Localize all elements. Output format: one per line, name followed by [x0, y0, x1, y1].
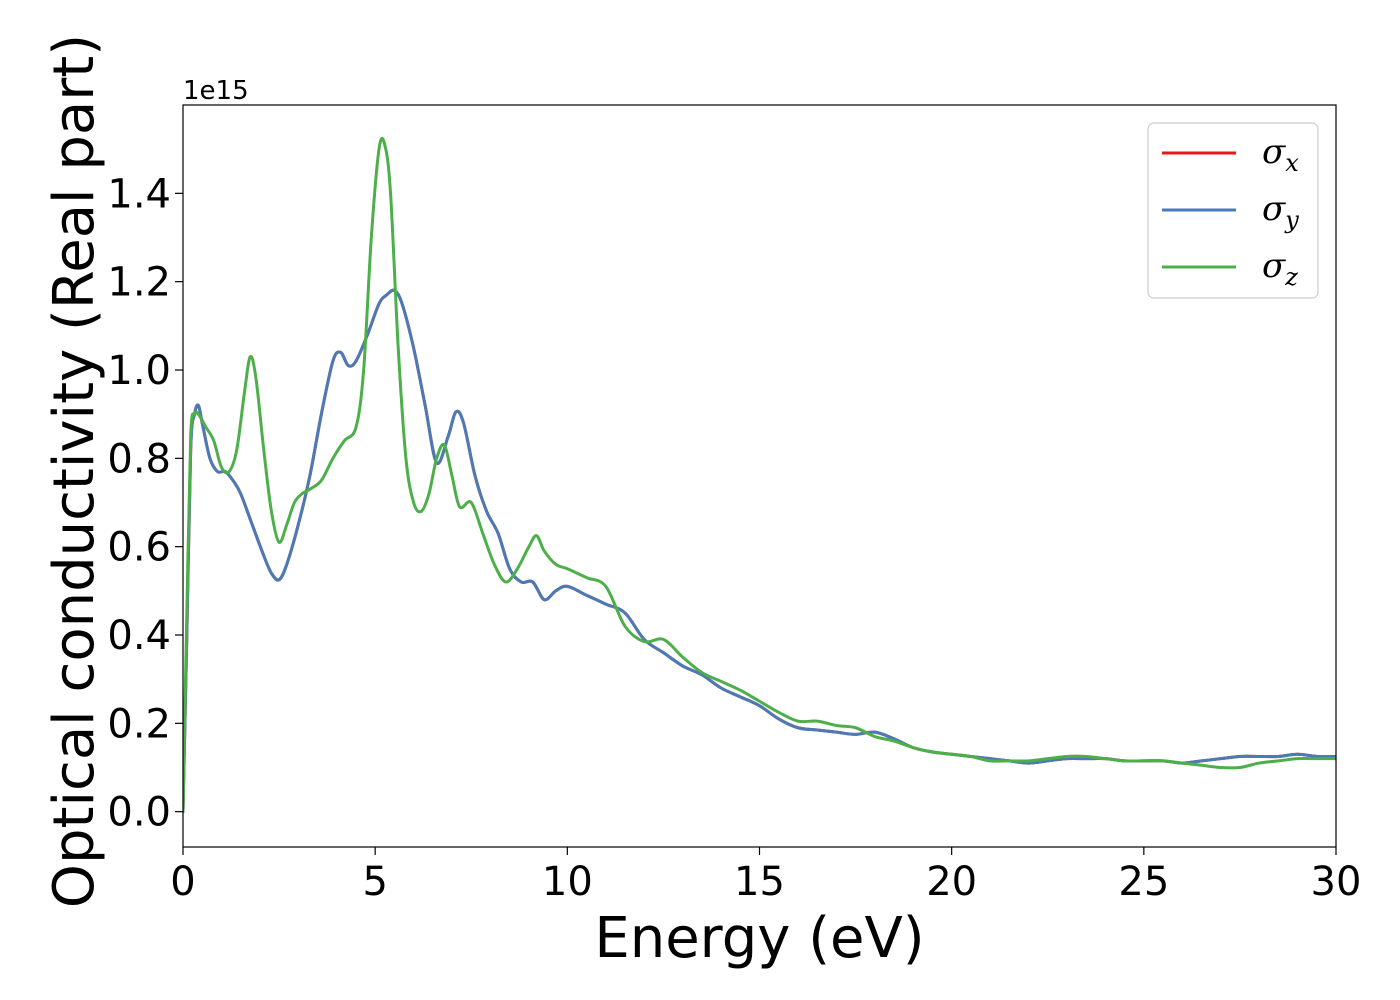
y-tick-label: 1.2	[107, 260, 171, 306]
y-tick-label: 0.8	[107, 436, 171, 482]
legend-label-y: σy	[1262, 189, 1299, 234]
y-offset-label: 1e15	[183, 76, 249, 106]
y-tick-label: 0.6	[107, 525, 171, 571]
x-axis-ticks: 0 5 10 15 20 25 30	[170, 847, 1361, 905]
y-tick-label: 0.2	[107, 701, 171, 747]
series-group	[183, 136, 1336, 814]
x-tick-label: 10	[542, 859, 593, 905]
x-tick-label: 5	[362, 859, 387, 905]
legend-label-z: σz	[1262, 246, 1298, 291]
plot-area	[182, 104, 1337, 848]
y-tick-label: 1.0	[107, 348, 171, 394]
legend: σx σy σz	[1147, 122, 1319, 299]
series-line-y	[183, 288, 1336, 814]
y-axis-title: Optical conductivity (Real part)	[42, 34, 107, 908]
x-tick-label: 0	[170, 859, 195, 905]
x-axis-title: Energy (eV)	[594, 906, 924, 971]
x-tick-label: 15	[734, 859, 785, 905]
y-tick-label: 0.4	[107, 613, 171, 659]
y-tick-label: 1.4	[107, 171, 171, 217]
x-tick-label: 25	[1118, 859, 1169, 905]
y-axis-ticks: 0.0 0.2 0.4 0.6 0.8 1.0 1.2 1.4	[107, 171, 183, 836]
y-tick-label: 0.0	[107, 790, 171, 836]
legend-label-x: σx	[1262, 132, 1299, 177]
x-tick-label: 30	[1311, 859, 1362, 905]
series-line-z	[183, 136, 1336, 814]
x-tick-label: 20	[926, 859, 977, 905]
